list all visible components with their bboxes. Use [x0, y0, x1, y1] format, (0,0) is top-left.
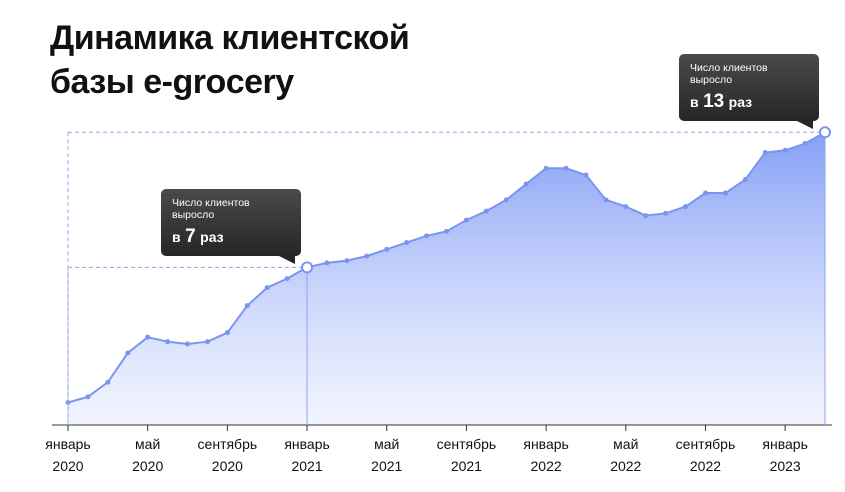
- point: [324, 260, 330, 266]
- point: [284, 276, 290, 282]
- point: [85, 394, 91, 400]
- callout-prefix: в: [172, 229, 181, 246]
- point: [424, 233, 430, 239]
- point: [742, 177, 748, 183]
- point: [244, 303, 250, 309]
- point: [543, 165, 549, 171]
- point: [444, 228, 449, 234]
- chart-title: Динамика клиентской базы e-grocery: [50, 19, 410, 101]
- point: [344, 258, 350, 264]
- x-tick-label: сентябрь 2022: [675, 436, 736, 474]
- x-tick-label: сентябрь 2021: [436, 436, 497, 474]
- point: [165, 339, 171, 345]
- point: [683, 204, 689, 210]
- x-tick-label: январь 2021: [284, 436, 330, 474]
- point: [503, 197, 509, 203]
- point: [702, 190, 708, 196]
- callout: Число клиентов выросло в 13 раз: [679, 54, 819, 130]
- point: [364, 253, 370, 259]
- callout: Число клиентов выросло в 7 раз: [161, 189, 302, 265]
- highlight-point: [819, 126, 831, 139]
- x-tick-label: май 2022: [610, 436, 642, 474]
- point: [583, 172, 589, 178]
- x-tick-label: январь 2023: [762, 436, 808, 474]
- point: [663, 210, 669, 216]
- highlight-point: [301, 261, 314, 274]
- callout-value: 13: [703, 91, 725, 113]
- point: [802, 141, 808, 147]
- callout-text: Число клиентов выросло: [690, 62, 768, 87]
- callout-value: 7: [185, 226, 196, 248]
- callout-suffix: раз: [200, 229, 224, 246]
- point: [463, 217, 469, 223]
- point: [623, 204, 629, 210]
- point: [643, 213, 649, 219]
- point: [483, 208, 489, 214]
- point: [762, 150, 768, 156]
- point: [185, 341, 191, 347]
- point: [782, 147, 788, 153]
- point: [563, 165, 569, 171]
- point: [603, 197, 609, 203]
- point: [523, 181, 529, 187]
- point: [384, 246, 390, 252]
- callout-text: Число клиентов выросло: [172, 197, 250, 222]
- x-tick-label: январь 2022: [523, 436, 569, 474]
- x-tick-label: май 2021: [371, 436, 403, 474]
- point: [224, 330, 230, 336]
- x-tick-label: январь 2020: [45, 436, 91, 474]
- point: [722, 190, 728, 196]
- point: [125, 350, 131, 356]
- x-tick-label: май 2020: [132, 436, 164, 474]
- point: [204, 339, 210, 345]
- callout-prefix: в: [690, 94, 699, 111]
- point: [105, 379, 111, 385]
- area: [68, 132, 825, 425]
- point: [404, 240, 410, 246]
- x-tick-label: сентябрь 2020: [197, 436, 258, 474]
- point: [145, 334, 151, 340]
- point: [264, 285, 270, 291]
- callout-suffix: раз: [728, 94, 753, 111]
